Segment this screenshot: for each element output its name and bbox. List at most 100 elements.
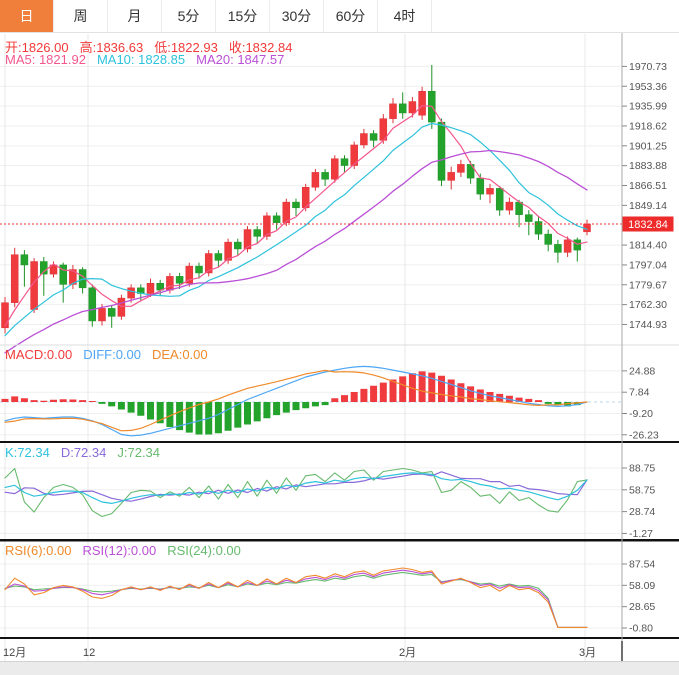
macd-bar	[224, 402, 232, 431]
y-axis-label: 1814.40	[629, 240, 667, 252]
candle-body	[331, 158, 339, 180]
macd-bar	[108, 402, 116, 407]
candle-body	[408, 101, 417, 114]
y-axis-label: 1762.30	[629, 299, 667, 311]
rsi6-line	[4, 567, 588, 628]
y-axis-label: 1779.67	[629, 279, 667, 291]
x-axis-label: 12	[83, 647, 95, 659]
candle-body	[69, 269, 77, 285]
y-axis-label: 58.09	[629, 580, 655, 592]
y-axis-label: -26.23	[629, 429, 659, 441]
macd-bar	[418, 371, 426, 402]
k-line	[4, 472, 588, 504]
y-axis-label: 1953.36	[629, 81, 667, 93]
macd-bar	[350, 392, 358, 402]
y-axis-label: 1797.04	[629, 259, 667, 271]
macd-bar	[117, 402, 125, 410]
candle-body	[224, 241, 232, 261]
candle-body	[49, 264, 58, 275]
x-axis-label: 2月	[399, 647, 416, 659]
ma5-line	[4, 104, 588, 327]
candle-body	[457, 164, 465, 173]
macd-bar	[98, 402, 106, 404]
candle-body	[292, 201, 300, 209]
last-price-badge	[622, 216, 674, 232]
candle-body	[495, 188, 504, 211]
candle-body	[98, 308, 106, 322]
macd-bar	[438, 375, 445, 402]
macd-bar	[476, 389, 484, 402]
candle-body	[476, 177, 485, 195]
tab-week[interactable]: 周	[54, 0, 108, 32]
tab-5min[interactable]: 5分	[162, 0, 216, 32]
macd-bar	[467, 386, 475, 402]
x-axis-label: 3月	[579, 647, 596, 659]
macd-bar	[253, 402, 261, 422]
macd-bar	[408, 373, 416, 402]
y-axis-label: 1849.14	[629, 200, 667, 212]
y-axis-label: 1918.62	[629, 120, 667, 132]
candle-body	[360, 133, 368, 146]
macd-bar	[505, 395, 513, 402]
candle-body	[563, 239, 572, 253]
macd-bar	[428, 372, 436, 402]
macd-bar	[447, 379, 455, 402]
macd-bar	[156, 402, 164, 424]
macd-bar	[195, 402, 203, 435]
candle-body	[175, 276, 184, 284]
tab-month[interactable]: 月	[108, 0, 162, 32]
candle-body	[398, 103, 407, 114]
macd-bar	[554, 402, 562, 406]
candle-body	[389, 103, 397, 119]
macd-bar	[59, 399, 67, 402]
macd-bar	[234, 402, 242, 428]
macd-bar	[515, 397, 523, 402]
y-axis-label: 24.88	[629, 365, 655, 377]
tab-day[interactable]: 日	[0, 0, 54, 32]
y-axis-label: 28.65	[629, 601, 655, 613]
candle-body	[437, 121, 446, 181]
y-axis-label: 58.75	[629, 484, 655, 496]
macd-bar	[176, 402, 184, 431]
macd-bar	[263, 402, 271, 419]
pane-separator	[0, 539, 679, 542]
macd-bar	[11, 396, 19, 402]
candle-body	[10, 254, 19, 303]
tab-4hour[interactable]: 4时	[378, 0, 432, 32]
macd-bar	[360, 388, 368, 402]
pane-separator	[0, 637, 679, 639]
macd-bar	[20, 398, 28, 402]
candle-body	[59, 264, 67, 285]
candle-body	[321, 172, 329, 180]
macd-plot-area[interactable]	[0, 346, 622, 441]
macd-bar	[399, 376, 407, 402]
rsi-plot-area[interactable]	[0, 543, 622, 637]
y-axis-label: 7.84	[629, 387, 650, 399]
y-axis-label: -1.27	[629, 528, 653, 540]
y-axis-label: 1883.88	[629, 160, 667, 172]
ma20-line	[4, 149, 588, 354]
candle-body	[486, 188, 494, 195]
macd-bar	[30, 400, 38, 402]
tab-15min[interactable]: 15分	[216, 0, 270, 32]
y-axis-label: 1901.25	[629, 140, 667, 152]
tab-30min[interactable]: 30分	[270, 0, 324, 32]
macd-bar	[379, 382, 387, 402]
macd-bar	[79, 400, 87, 402]
d-line	[4, 471, 588, 502]
macd-bar	[389, 379, 397, 402]
pane-separator	[0, 441, 679, 443]
diff-line	[4, 365, 588, 437]
j-line	[4, 467, 588, 518]
macd-bar	[69, 399, 77, 402]
macd-bar	[137, 402, 145, 416]
macd-bar	[370, 385, 378, 402]
rsi24-line	[4, 571, 588, 628]
macd-bar	[185, 402, 193, 433]
candle-body	[195, 265, 203, 274]
macd-bar	[273, 402, 281, 416]
tab-60min[interactable]: 60分	[324, 0, 378, 32]
macd-bar	[525, 398, 533, 402]
macd-bar	[535, 400, 542, 402]
